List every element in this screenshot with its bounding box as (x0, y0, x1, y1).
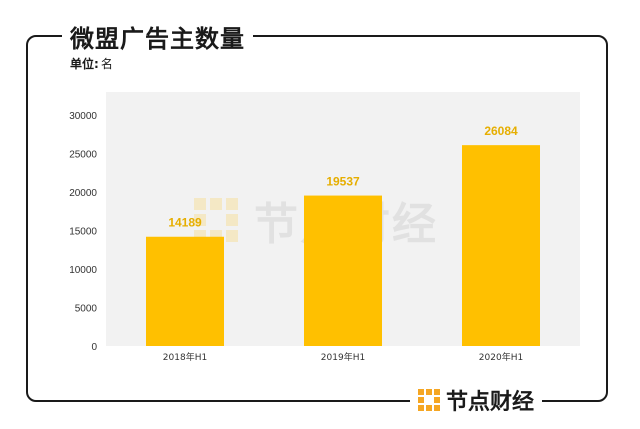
bar (462, 145, 540, 346)
data-label: 26084 (484, 124, 518, 138)
y-tick-label: 10000 (69, 265, 97, 276)
watermark-logo-icon (194, 198, 238, 242)
y-tick-label: 0 (91, 342, 97, 353)
brand-logo-icon (418, 389, 440, 411)
unit-value: 名 (100, 57, 113, 71)
chart-frame (26, 35, 608, 402)
data-label: 14189 (168, 216, 202, 230)
data-label: 19537 (326, 175, 360, 189)
footer-logo: 节点财经 (410, 380, 543, 420)
title-box: 微盟广告主数量 (62, 20, 253, 53)
unit-label: 单位: (70, 57, 99, 71)
y-tick-label: 20000 (69, 188, 97, 199)
bar (146, 236, 224, 346)
bar (304, 195, 382, 346)
y-tick-label: 15000 (69, 227, 97, 238)
x-tick-label: 2020年H1 (479, 351, 523, 363)
x-tick-label: 2018年H1 (163, 351, 207, 363)
unit-note: 单位: 名 (70, 55, 113, 72)
chart-title: 微盟广告主数量 (70, 24, 245, 53)
y-tick-label: 5000 (75, 304, 98, 315)
x-tick-label: 2019年H1 (321, 351, 365, 363)
y-tick-label: 30000 (69, 111, 97, 122)
y-tick-label: 25000 (69, 150, 97, 161)
brand-name: 节点财经 (446, 390, 535, 415)
